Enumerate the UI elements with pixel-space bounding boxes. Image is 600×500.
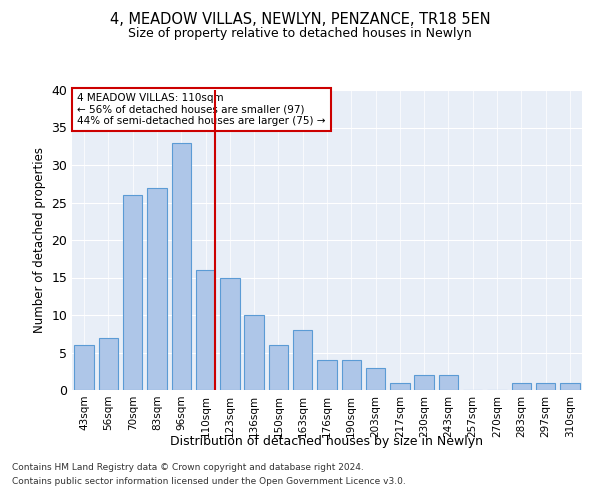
Bar [269,345,288,390]
Bar [244,315,264,390]
Text: 4 MEADOW VILLAS: 110sqm
← 56% of detached houses are smaller (97)
44% of semi-de: 4 MEADOW VILLAS: 110sqm ← 56% of detache… [77,93,326,126]
Y-axis label: Number of detached properties: Number of detached properties [33,147,46,333]
Text: Size of property relative to detached houses in Newlyn: Size of property relative to detached ho… [128,28,472,40]
Bar [293,330,313,390]
Bar [99,338,118,390]
Bar [439,375,458,390]
Bar [172,142,191,390]
Text: 4, MEADOW VILLAS, NEWLYN, PENZANCE, TR18 5EN: 4, MEADOW VILLAS, NEWLYN, PENZANCE, TR18… [110,12,490,28]
Bar [317,360,337,390]
Bar [536,382,555,390]
Text: Contains HM Land Registry data © Crown copyright and database right 2024.: Contains HM Land Registry data © Crown c… [12,464,364,472]
Bar [366,368,385,390]
Text: Distribution of detached houses by size in Newlyn: Distribution of detached houses by size … [170,435,484,448]
Bar [196,270,215,390]
Bar [512,382,531,390]
Bar [560,382,580,390]
Text: Contains public sector information licensed under the Open Government Licence v3: Contains public sector information licen… [12,477,406,486]
Bar [390,382,410,390]
Bar [341,360,361,390]
Bar [123,195,142,390]
Bar [147,188,167,390]
Bar [74,345,94,390]
Bar [415,375,434,390]
Bar [220,278,239,390]
